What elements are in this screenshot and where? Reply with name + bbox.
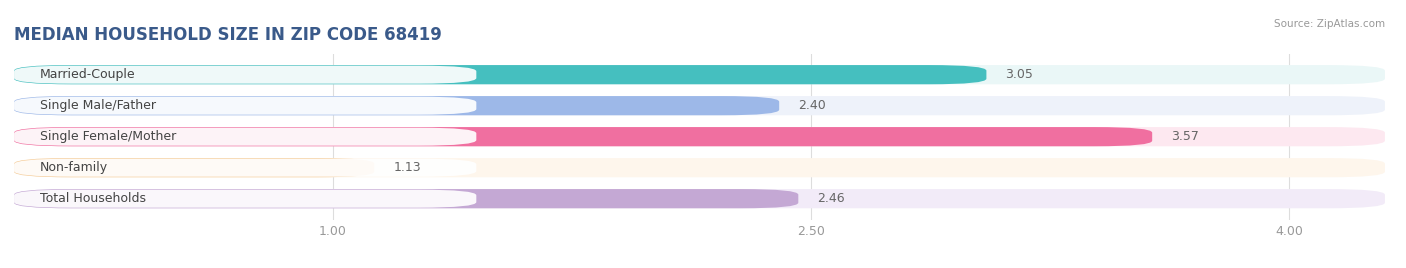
Text: Total Households: Total Households bbox=[39, 192, 146, 205]
FancyBboxPatch shape bbox=[14, 159, 477, 177]
FancyBboxPatch shape bbox=[14, 97, 477, 115]
Text: Source: ZipAtlas.com: Source: ZipAtlas.com bbox=[1274, 19, 1385, 29]
Text: 3.57: 3.57 bbox=[1171, 130, 1199, 143]
Text: 2.46: 2.46 bbox=[817, 192, 845, 205]
Text: Married-Couple: Married-Couple bbox=[39, 68, 135, 81]
FancyBboxPatch shape bbox=[14, 158, 374, 177]
Text: Single Male/Father: Single Male/Father bbox=[39, 99, 156, 112]
Text: 3.05: 3.05 bbox=[1005, 68, 1033, 81]
FancyBboxPatch shape bbox=[14, 96, 1385, 115]
FancyBboxPatch shape bbox=[14, 158, 1385, 177]
FancyBboxPatch shape bbox=[14, 65, 987, 84]
FancyBboxPatch shape bbox=[14, 128, 477, 146]
FancyBboxPatch shape bbox=[14, 65, 1385, 84]
FancyBboxPatch shape bbox=[14, 66, 477, 84]
FancyBboxPatch shape bbox=[14, 127, 1385, 146]
FancyBboxPatch shape bbox=[14, 127, 1152, 146]
FancyBboxPatch shape bbox=[14, 189, 1385, 208]
Text: 1.13: 1.13 bbox=[394, 161, 420, 174]
Text: MEDIAN HOUSEHOLD SIZE IN ZIP CODE 68419: MEDIAN HOUSEHOLD SIZE IN ZIP CODE 68419 bbox=[14, 26, 441, 44]
FancyBboxPatch shape bbox=[14, 190, 477, 208]
Text: Single Female/Mother: Single Female/Mother bbox=[39, 130, 176, 143]
FancyBboxPatch shape bbox=[14, 189, 799, 208]
Text: Non-family: Non-family bbox=[39, 161, 108, 174]
Text: 2.40: 2.40 bbox=[799, 99, 827, 112]
FancyBboxPatch shape bbox=[14, 96, 779, 115]
